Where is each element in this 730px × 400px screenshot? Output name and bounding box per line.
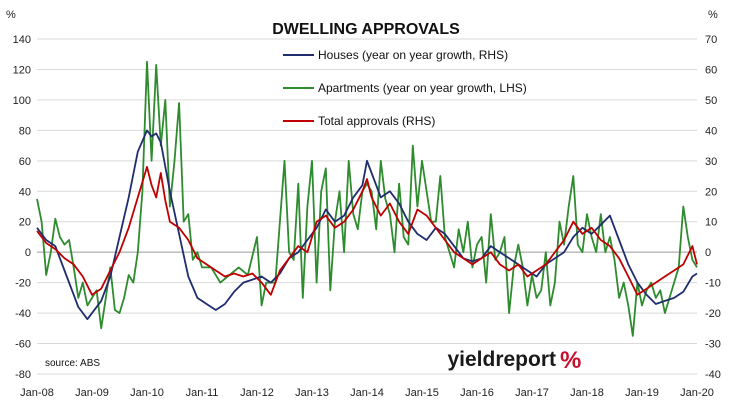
left-tick-label: 20 (19, 217, 31, 229)
x-tick-label: Jan-19 (625, 387, 659, 399)
legend-label-total: Total approvals (RHS) (318, 114, 435, 128)
right-tick-label: 60 (705, 64, 717, 76)
right-tick-label: 30 (705, 156, 717, 168)
legend: Houses (year on year growth, RHS) Apartm… (283, 48, 527, 128)
x-tick-label: Jan-17 (515, 387, 549, 399)
left-tick-label: 80 (19, 125, 31, 137)
right-tick-label: -20 (705, 308, 721, 320)
right-tick-label: -40 (705, 369, 721, 381)
source-note: source: ABS (45, 358, 100, 369)
x-tick-label: Jan-18 (570, 387, 604, 399)
left-tick-label: 100 (13, 95, 31, 107)
yieldreport-logo: yieldreport % (447, 347, 581, 374)
right-axis-ticks: -40 -30 -20 -10 0 10 20 30 40 50 60 70 (705, 34, 721, 381)
gridlines (37, 38, 697, 375)
x-axis-ticks: Jan-08 Jan-09 Jan-10 Jan-11 Jan-12 Jan-13 Jan-… (20, 387, 714, 399)
left-tick-label: 0 (25, 247, 31, 259)
legend-label-apartments: Apartments (year on year growth, LHS) (318, 81, 527, 95)
x-tick-label: Jan-08 (20, 387, 54, 399)
right-tick-label: 20 (705, 186, 717, 198)
logo-wordmark: yieldreport (447, 348, 556, 371)
left-tick-label: 120 (13, 64, 31, 76)
left-tick-label: -80 (15, 369, 31, 381)
right-tick-label: 0 (705, 247, 711, 259)
left-tick-label: -60 (15, 339, 31, 351)
x-tick-label: Jan-10 (130, 387, 164, 399)
right-tick-label: 70 (705, 34, 717, 46)
x-tick-label: Jan-16 (460, 387, 494, 399)
right-tick-label: 50 (705, 95, 717, 107)
series-lines (36, 60, 698, 337)
left-axis-ticks: -80 -60 -40 -20 0 20 40 60 80 100 120 140 (13, 34, 31, 381)
right-tick-label: -10 (705, 278, 721, 290)
series-houses-line (36, 129, 698, 321)
left-tick-label: 140 (13, 34, 31, 46)
left-tick-label: 40 (19, 186, 31, 198)
left-tick-label: -20 (15, 278, 31, 290)
x-tick-label: Jan-09 (75, 387, 109, 399)
x-tick-label: Jan-13 (295, 387, 329, 399)
x-tick-label: Jan-11 (186, 387, 219, 399)
series-total-line (36, 165, 698, 296)
right-tick-label: 40 (705, 125, 717, 137)
legend-label-houses: Houses (year on year growth, RHS) (318, 48, 508, 62)
x-tick-label: Jan-15 (405, 387, 439, 399)
right-tick-label: 10 (705, 217, 717, 229)
x-tick-label: Jan-12 (240, 387, 274, 399)
left-tick-label: 60 (19, 156, 31, 168)
x-tick-label: Jan-14 (350, 387, 384, 399)
series-apartments-line (36, 60, 698, 337)
right-axis-unit: % (708, 9, 718, 21)
left-tick-label: -40 (15, 308, 31, 320)
right-tick-label: -30 (705, 339, 721, 351)
logo-percent-icon: % (560, 347, 581, 374)
chart-title: DWELLING APPROVALS (272, 21, 460, 38)
x-tick-label: Jan-20 (680, 387, 714, 399)
left-axis-unit: % (6, 9, 16, 21)
